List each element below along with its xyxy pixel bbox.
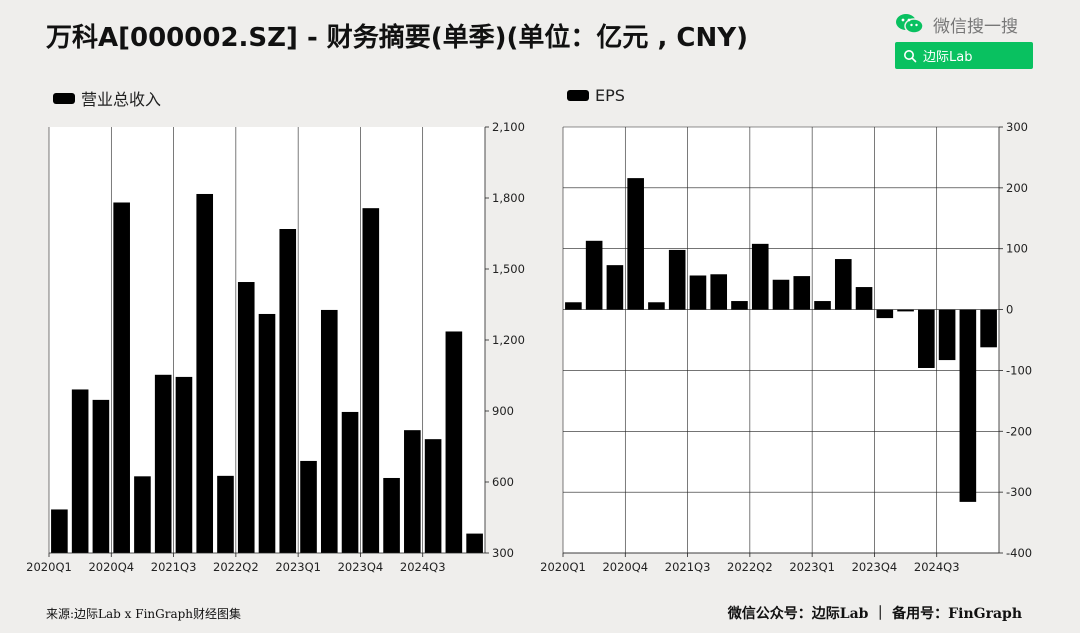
eps-bar-2023Q1 xyxy=(814,301,831,310)
revenue-bar-2023Q2 xyxy=(320,309,338,553)
eps-bar-2024Q2 xyxy=(918,309,935,368)
footer-source: 来源:边际Lab x FinGraph财经图集 xyxy=(46,607,242,621)
revenue-bar-2023Q3 xyxy=(341,411,359,553)
revenue-ytick-label: 300 xyxy=(492,546,514,560)
revenue-xtick-label: 2024Q3 xyxy=(400,560,446,574)
eps-bar-2021Q2 xyxy=(668,249,686,310)
wechat-search-label: 微信搜一搜 xyxy=(933,16,1018,37)
eps-bar-2025Q1 xyxy=(980,309,997,348)
eps-chart: -400 -300 -200 -100 0 100 200 300 2020Q1 2020Q4 20… xyxy=(540,120,1032,574)
eps-bar-2022Q2 xyxy=(751,243,769,310)
search-query-text: 边际Lab xyxy=(923,50,973,65)
revenue-bar-2023Q4 xyxy=(362,208,380,553)
revenue-bar-2021Q1 xyxy=(134,476,151,553)
revenue-bar-2024Q2 xyxy=(404,430,421,553)
eps-ytick-label: 0 xyxy=(1006,303,1013,317)
eps-bar-2022Q1 xyxy=(731,301,748,310)
eps-ytick-label: -400 xyxy=(1006,546,1032,560)
revenue-bar-2021Q2 xyxy=(154,374,172,553)
revenue-ytick-label: 600 xyxy=(492,475,514,489)
legend-label-eps: EPS xyxy=(595,86,625,105)
revenue-bar-2025Q1 xyxy=(466,533,483,553)
revenue-bar-2021Q4 xyxy=(196,193,214,553)
eps-ytick-label: 300 xyxy=(1006,120,1028,134)
eps-xtick-label: 2020Q1 xyxy=(540,560,586,574)
eps-bar-2020Q1 xyxy=(565,302,582,310)
revenue-xtick-label: 2020Q1 xyxy=(26,560,72,574)
revenue-ytick-label: 2,100 xyxy=(492,120,525,134)
eps-xtick-label: 2021Q3 xyxy=(665,560,711,574)
revenue-bar-2020Q4 xyxy=(113,202,130,553)
eps-xtick-label: 2024Q3 xyxy=(914,560,960,574)
revenue-chart: 300 600 900 1,200 1,500 1,800 2,100 2020Q1 2020Q… xyxy=(26,120,525,574)
revenue-ytick-label: 900 xyxy=(492,404,514,418)
eps-bar-2020Q3 xyxy=(606,265,624,310)
eps-ytick-label: -100 xyxy=(1006,363,1032,377)
revenue-bar-2023Q1 xyxy=(300,460,317,553)
eps-bar-2022Q3 xyxy=(772,279,790,310)
legend-label-revenue: 营业总收入 xyxy=(81,90,162,109)
eps-ytick-label: 200 xyxy=(1006,181,1028,195)
eps-xtick-label: 2023Q4 xyxy=(852,560,898,574)
legend-swatch-revenue xyxy=(53,92,75,104)
revenue-bar-2024Q3 xyxy=(424,439,442,553)
revenue-xtick-label: 2021Q3 xyxy=(151,560,197,574)
eps-ytick-label: 100 xyxy=(1006,242,1028,256)
revenue-bar-2022Q4 xyxy=(279,229,297,553)
eps-xtick-label: 2020Q4 xyxy=(602,560,648,574)
footer-credit: 微信公众号：边际Lab ｜ 备用号：FinGraph xyxy=(727,606,1022,622)
search-icon xyxy=(904,49,917,62)
eps-bar-2023Q2 xyxy=(834,259,852,310)
revenue-bar-2024Q1 xyxy=(383,477,400,553)
eps-xtick-label: 2023Q1 xyxy=(789,560,835,574)
eps-bar-2020Q4 xyxy=(627,178,644,310)
eps-bar-2024Q3 xyxy=(938,309,956,361)
revenue-bar-2024Q4 xyxy=(445,331,463,553)
legend-revenue: 营业总收入 xyxy=(53,86,161,110)
revenue-bar-2022Q3 xyxy=(258,313,276,553)
revenue-xtick-label: 2022Q2 xyxy=(213,560,259,574)
wechat-icon xyxy=(896,14,924,34)
eps-bar-2024Q1 xyxy=(897,309,914,312)
eps-ytick-label: -200 xyxy=(1006,424,1032,438)
revenue-xtick-label: 2020Q4 xyxy=(88,560,134,574)
eps-bar-2020Q2 xyxy=(585,240,603,310)
revenue-bar-2020Q1 xyxy=(51,509,68,553)
revenue-bar-2020Q3 xyxy=(92,399,110,553)
revenue-bar-2022Q1 xyxy=(217,475,234,553)
legend-eps: EPS xyxy=(567,86,625,105)
eps-bar-2021Q4 xyxy=(710,274,728,310)
wechat-search-brand: 微信搜一搜 xyxy=(895,10,1035,38)
eps-bar-2024Q4 xyxy=(959,309,977,502)
revenue-bar-2020Q2 xyxy=(71,389,89,553)
revenue-ytick-label: 1,200 xyxy=(492,333,525,347)
eps-xtick-label: 2022Q2 xyxy=(727,560,773,574)
revenue-bar-2021Q3 xyxy=(175,376,193,553)
eps-ytick-label: -300 xyxy=(1006,485,1032,499)
wechat-search-box[interactable]: 边际Lab xyxy=(895,42,1033,69)
revenue-xtick-label: 2023Q1 xyxy=(275,560,321,574)
revenue-ytick-label: 1,800 xyxy=(492,191,525,205)
revenue-bar-2022Q2 xyxy=(237,282,255,553)
revenue-xtick-label: 2023Q4 xyxy=(338,560,384,574)
eps-bar-2022Q4 xyxy=(793,276,811,310)
eps-bar-2023Q4 xyxy=(876,309,894,319)
eps-bar-2021Q1 xyxy=(648,302,665,310)
page-title: 万科A[000002.SZ] - 财务摘要(单季)(单位：亿元 , CNY) xyxy=(46,23,748,53)
eps-bar-2023Q3 xyxy=(855,287,873,310)
eps-bar-2021Q3 xyxy=(689,275,707,310)
revenue-ytick-label: 1,500 xyxy=(492,262,525,276)
legend-swatch-eps xyxy=(567,90,589,101)
